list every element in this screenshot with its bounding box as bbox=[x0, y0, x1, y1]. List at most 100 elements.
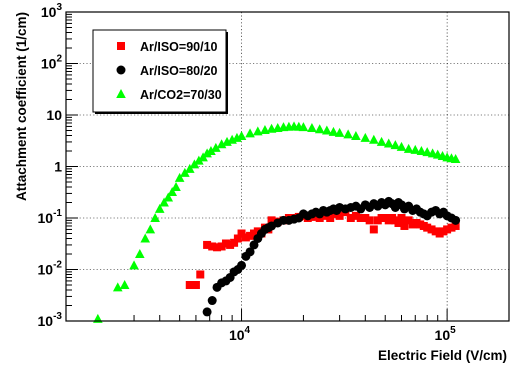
data-point bbox=[236, 131, 247, 141]
data-point bbox=[221, 239, 230, 248]
data-point bbox=[171, 181, 181, 191]
data-point bbox=[447, 223, 456, 232]
data-point bbox=[245, 247, 255, 257]
y-tick-label: 10-3 bbox=[38, 311, 63, 329]
data-point bbox=[410, 144, 421, 154]
data-point bbox=[383, 138, 394, 148]
legend: Ar/ISO=90/10 Ar/ISO=80/20 Ar/CO2=70/30 bbox=[92, 29, 228, 114]
data-point bbox=[233, 234, 242, 243]
data-point bbox=[189, 159, 200, 169]
data-point bbox=[119, 280, 130, 290]
data-point bbox=[185, 281, 194, 290]
data-point bbox=[267, 216, 276, 225]
data-point bbox=[326, 214, 335, 222]
data-point bbox=[369, 134, 379, 144]
data-point bbox=[245, 128, 255, 138]
data-point bbox=[369, 225, 378, 234]
data-point bbox=[191, 281, 200, 290]
data-point bbox=[376, 136, 387, 146]
data-point bbox=[314, 124, 325, 134]
data-point bbox=[360, 132, 371, 142]
data-point bbox=[343, 129, 353, 139]
series-3 bbox=[93, 121, 461, 323]
x-tick-label: 104 bbox=[229, 325, 251, 343]
legend-shadow bbox=[95, 112, 228, 114]
data-point bbox=[451, 221, 460, 230]
y-axis-title: Attachment coefficient (1/cm) bbox=[14, 12, 29, 201]
data-point bbox=[423, 223, 432, 232]
data-point bbox=[154, 203, 165, 213]
data-point bbox=[346, 214, 355, 222]
data-point bbox=[298, 122, 309, 132]
legend-box bbox=[92, 29, 227, 113]
data-point bbox=[450, 153, 461, 163]
data-point bbox=[328, 126, 339, 136]
data-point bbox=[194, 155, 204, 165]
legend-label: Ar/ISO=80/20 bbox=[140, 64, 218, 78]
data-point bbox=[365, 216, 374, 225]
data-point bbox=[356, 214, 365, 222]
data-point bbox=[174, 172, 185, 182]
x-tick-label: 105 bbox=[435, 325, 457, 343]
data-point bbox=[206, 145, 216, 155]
data-point bbox=[397, 214, 406, 222]
data-point bbox=[140, 233, 151, 243]
data-point bbox=[403, 143, 414, 153]
series-2 bbox=[202, 196, 461, 317]
y-tick-label: 10-2 bbox=[38, 260, 63, 278]
data-point bbox=[416, 145, 427, 155]
data-point bbox=[211, 142, 221, 152]
legend-label: Ar/CO2=70/30 bbox=[140, 88, 222, 102]
tick-labels: 104 105 10-3 10-2 10-1 1 10 102 103 bbox=[38, 2, 457, 343]
y-tick-label: 1 bbox=[54, 159, 62, 175]
data-point bbox=[208, 242, 217, 251]
data-point bbox=[396, 141, 407, 151]
data-point bbox=[443, 225, 452, 234]
data-point bbox=[196, 270, 205, 279]
data-point bbox=[217, 242, 226, 251]
data-point bbox=[361, 214, 370, 222]
data-point bbox=[150, 213, 160, 222]
data-point bbox=[202, 307, 212, 317]
legend-marker bbox=[117, 42, 125, 50]
data-point bbox=[390, 140, 401, 150]
data-point bbox=[322, 125, 332, 135]
data-point bbox=[394, 218, 403, 227]
data-point bbox=[241, 233, 250, 242]
data-point bbox=[335, 211, 344, 220]
data-point bbox=[167, 186, 178, 196]
data-point bbox=[213, 243, 222, 252]
data-point bbox=[135, 248, 145, 258]
data-point bbox=[422, 147, 432, 157]
data-point bbox=[129, 260, 139, 270]
y-tick-label: 10-1 bbox=[38, 208, 63, 226]
data-point bbox=[253, 126, 263, 136]
data-point bbox=[159, 197, 169, 207]
y-tick-label: 103 bbox=[41, 2, 63, 20]
data-point bbox=[203, 240, 212, 249]
data-point bbox=[307, 122, 317, 132]
data-point bbox=[451, 215, 461, 225]
x-axis-title: Electric Field (V/cm) bbox=[378, 348, 507, 363]
data-point bbox=[427, 225, 436, 234]
y-tick-label: 10 bbox=[46, 107, 62, 123]
data-point bbox=[145, 224, 156, 234]
plot-frame bbox=[65, 11, 510, 322]
legend-marker bbox=[116, 65, 126, 75]
data-point bbox=[163, 192, 174, 202]
data-point bbox=[334, 127, 345, 137]
data-point bbox=[237, 229, 246, 238]
data-point bbox=[230, 238, 239, 247]
data-point bbox=[202, 148, 212, 158]
data-point bbox=[351, 211, 360, 220]
data-point bbox=[112, 282, 123, 292]
legend-marker bbox=[116, 89, 126, 98]
y-tick-label: 102 bbox=[41, 54, 63, 72]
data-point bbox=[237, 260, 247, 270]
data-point bbox=[180, 167, 190, 177]
data-point bbox=[351, 131, 361, 141]
legend-label: Ar/ISO=90/10 bbox=[140, 40, 218, 54]
data-point bbox=[400, 221, 409, 230]
